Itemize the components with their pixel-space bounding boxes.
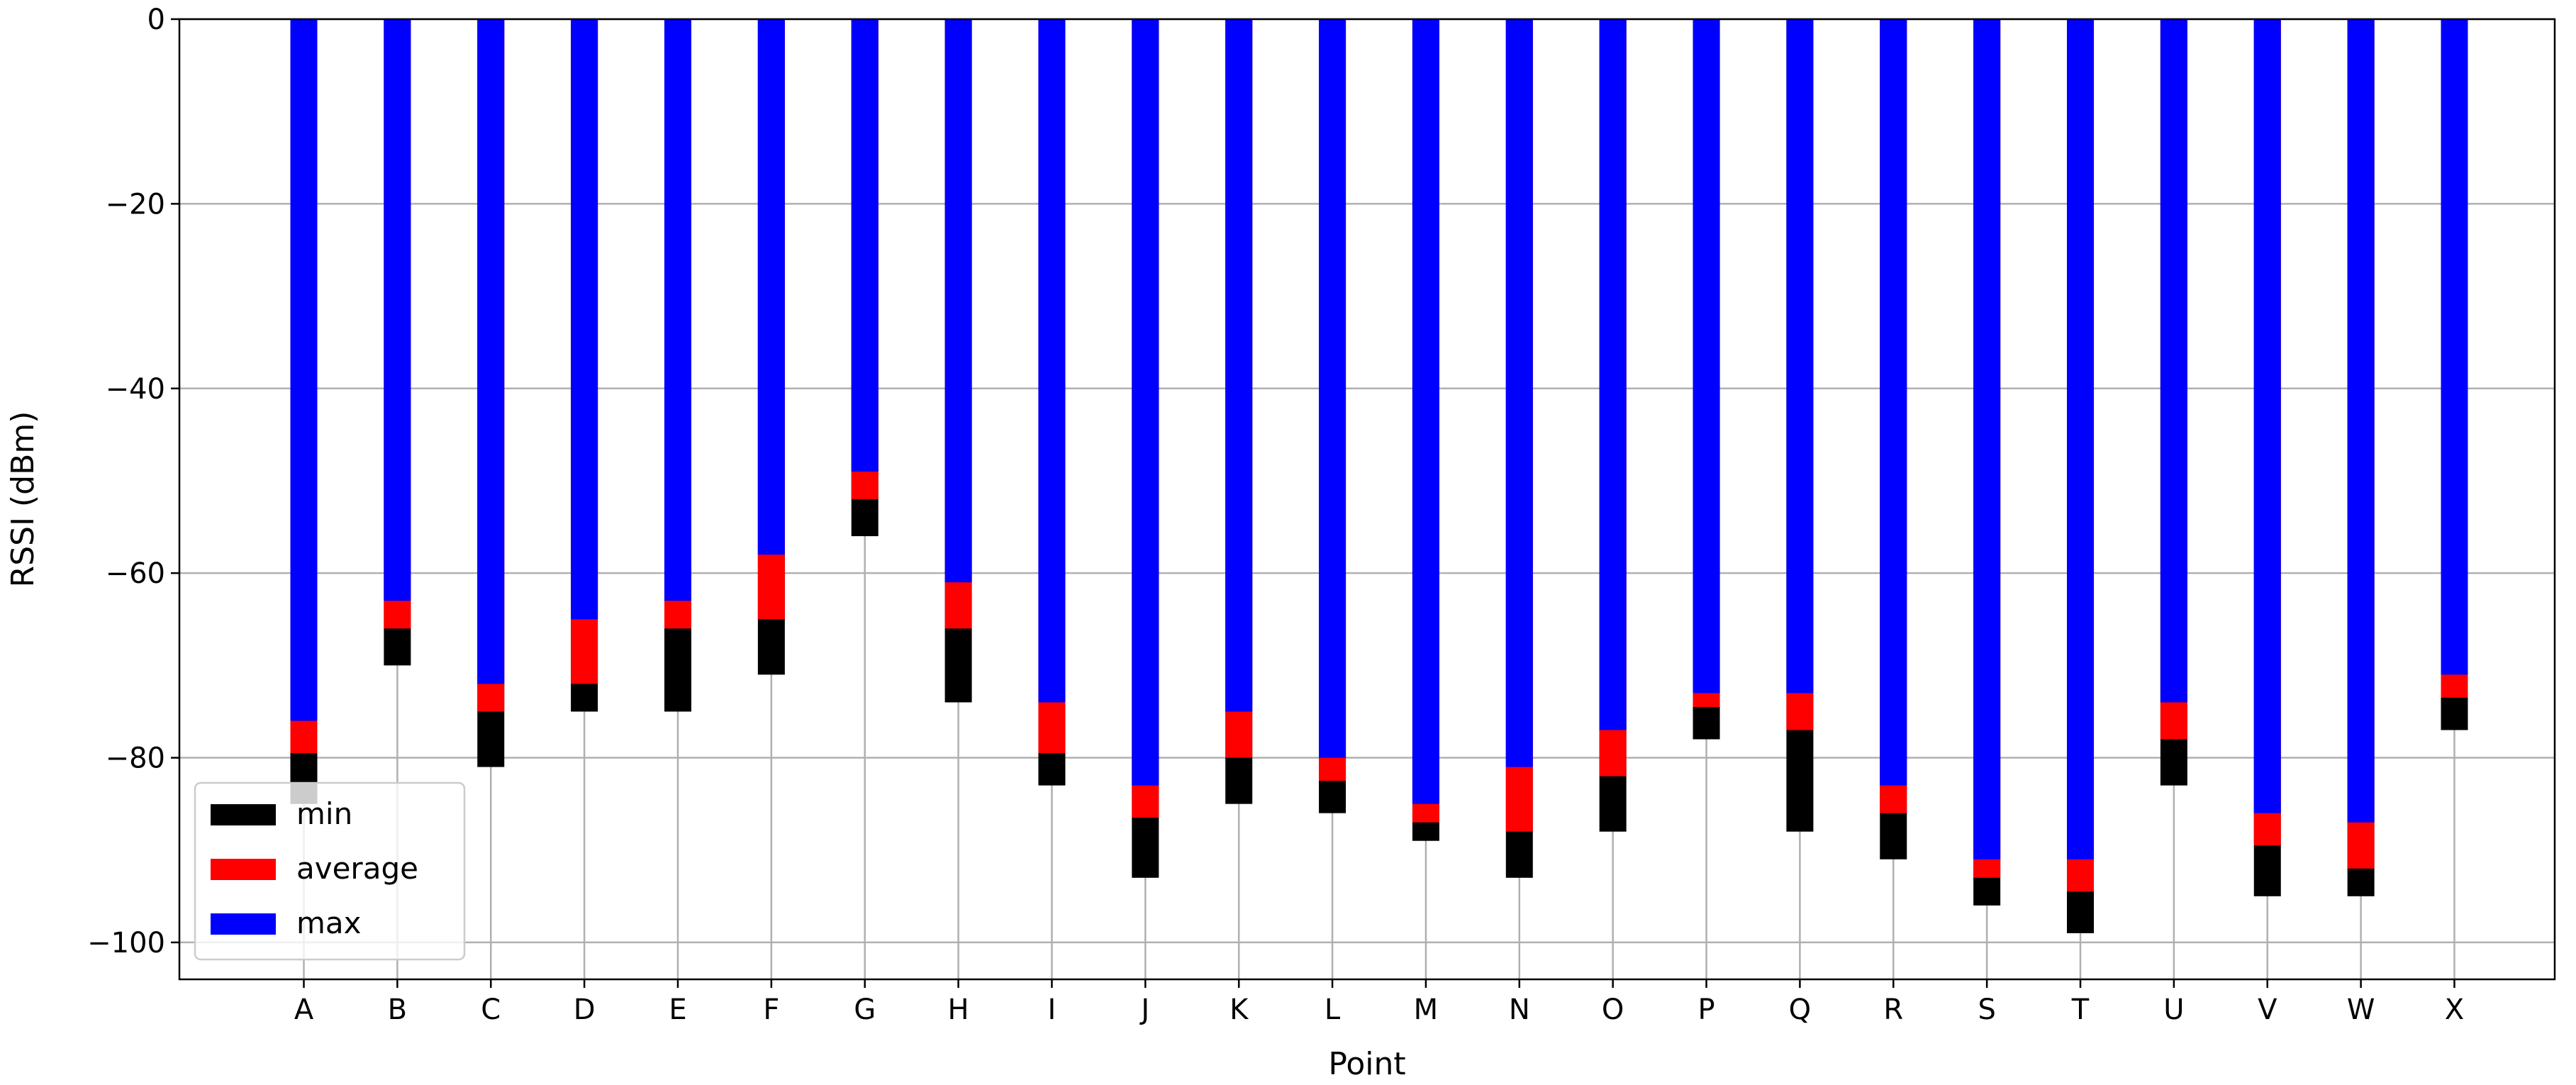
x-tick-label: G	[854, 994, 876, 1026]
bar-max-O	[1599, 19, 1627, 730]
bar-max-R	[1880, 19, 1907, 786]
bar-max-T	[2067, 19, 2095, 859]
x-tick-label: M	[1414, 994, 1439, 1026]
x-tick-label: L	[1325, 994, 1341, 1026]
bar-max-I	[1038, 19, 1066, 703]
bar-max-A	[290, 19, 318, 721]
legend-swatch-average	[211, 859, 276, 880]
bar-max-D	[571, 19, 598, 620]
x-tick-label: D	[574, 994, 596, 1026]
x-tick-label: T	[2071, 994, 2090, 1026]
bar-max-G	[851, 19, 879, 472]
plot-frame	[178, 18, 2556, 981]
x-tick-label: W	[2347, 994, 2375, 1026]
x-tick-label: O	[1602, 994, 1624, 1026]
legend: min average max	[194, 781, 466, 961]
bar-max-J	[1132, 19, 1159, 786]
x-tick-label: P	[1697, 994, 1714, 1026]
x-tick-label: U	[2163, 994, 2184, 1026]
legend-label-max: max	[296, 906, 362, 940]
bar-max-P	[1693, 19, 1720, 694]
bar-max-C	[477, 19, 505, 684]
bar-max-H	[944, 19, 972, 583]
x-tick-label: J	[1139, 994, 1149, 1026]
legend-swatch-max	[211, 913, 276, 935]
x-tick-label: V	[2258, 994, 2277, 1026]
bar-max-M	[1412, 19, 1439, 804]
y-axis-label: RSSI (dBm)	[5, 411, 41, 588]
x-tick-label: H	[948, 994, 969, 1026]
bar-max-F	[757, 19, 785, 555]
bar-max-X	[2441, 19, 2468, 675]
x-tick-label: A	[294, 994, 314, 1026]
bar-max-S	[1973, 19, 2001, 859]
bar-max-N	[1505, 19, 1533, 767]
x-axis-ticks: A B C D E F G H I J K L M N O P Q R S T U V W X	[294, 979, 2464, 1026]
bar-max-B	[384, 19, 411, 601]
x-tick-label: K	[1230, 994, 1249, 1026]
y-tick-label: 0	[147, 4, 165, 36]
legend-swatch-min	[211, 804, 276, 825]
x-tick-label: N	[1509, 994, 1530, 1026]
x-tick-label: S	[1978, 994, 1995, 1026]
x-tick-label: E	[669, 994, 686, 1026]
y-tick-label: −60	[106, 557, 165, 590]
x-tick-label: R	[1883, 994, 1903, 1026]
legend-label-average: average	[296, 851, 418, 886]
y-tick-label: −80	[106, 742, 165, 775]
bar-max-E	[664, 19, 691, 601]
bar-max-L	[1319, 19, 1346, 758]
bar-max-U	[2160, 19, 2187, 703]
y-tick-label: −20	[106, 188, 165, 221]
legend-label-min: min	[296, 796, 352, 831]
bar-max-V	[2253, 19, 2281, 813]
bar-max-W	[2347, 19, 2375, 823]
x-tick-label: F	[763, 994, 779, 1026]
x-axis-label: Point	[1328, 1046, 1405, 1082]
y-axis-ticks: 0 −20 −40 −60 −80 −100	[87, 4, 179, 959]
bar-max-K	[1225, 19, 1253, 712]
y-tick-label: −100	[87, 927, 165, 959]
x-tick-label: X	[2445, 994, 2464, 1026]
bars	[290, 19, 2468, 933]
bar-max-Q	[1786, 19, 1814, 694]
x-tick-label: B	[388, 994, 407, 1026]
x-tick-label: C	[481, 994, 501, 1026]
x-tick-label: I	[1048, 994, 1056, 1026]
y-tick-label: −40	[106, 373, 165, 406]
x-tick-label: Q	[1789, 994, 1811, 1026]
